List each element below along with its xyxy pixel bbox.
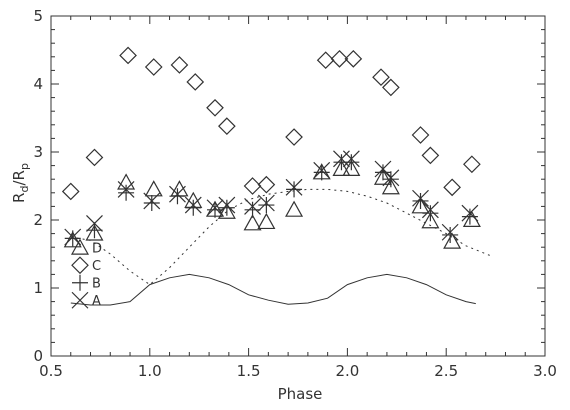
marker-d [184,191,203,208]
x-tick-label: 2.0 [335,362,359,380]
marker-d [342,159,361,176]
marker-c [61,182,80,201]
marker-b [143,195,160,211]
marker-b [442,226,459,243]
marker-d [205,200,225,217]
curves [70,188,490,306]
legend-marker-b [72,274,88,291]
y-tick-label: 4 [33,75,43,93]
marker-c [85,148,104,167]
marker-c [463,155,481,174]
marker-d [170,180,189,197]
x-tick-label: 0.5 [39,362,63,380]
x-tick-label: 2.5 [434,362,458,380]
marker-b [218,199,235,216]
marker-c [421,146,440,165]
marker-d [285,200,304,217]
marker-d [217,202,236,219]
legend-marker-a [71,291,89,309]
marker-b [412,192,429,209]
dotted-curve [70,188,490,286]
plot-border [50,15,546,357]
marker-d [144,180,163,197]
data-markers [61,46,481,249]
marker-c [411,126,430,144]
x-axis-title: Phase [278,385,323,403]
marker-c [243,177,262,195]
solid-curve [70,273,476,306]
y-axis-title-sub1: d [18,186,31,193]
marker-c [218,117,236,136]
marker-d [462,210,481,227]
legend-label-c: C [92,259,101,274]
marker-c [119,46,137,65]
marker-d [312,163,331,180]
legend-marker-d [70,238,90,255]
axis-ticks [50,15,546,357]
marker-b [207,201,224,218]
marker-c [372,68,390,87]
y-axis-title-slash: /R [10,170,28,185]
y-axis-title: Rd/Rp [10,163,31,203]
marker-d [373,168,392,185]
marker-c [186,73,205,91]
marker-d [411,197,430,214]
marker-c [344,49,363,68]
marker-d [243,214,262,231]
marker-b [286,181,303,198]
marker-b [374,164,391,181]
y-tick-label: 2 [33,211,43,229]
marker-d [85,224,104,241]
marker-d [443,232,462,249]
plot-frame [50,15,546,357]
y-tick-label: 3 [33,143,43,161]
marker-d [117,173,136,190]
legend-label-b: B [92,277,101,292]
y-axis-title-base: R [10,193,28,203]
marker-b [118,184,135,201]
marker-c [206,98,224,117]
marker-c [144,58,163,76]
marker-b [258,197,275,214]
marker-c [316,51,335,70]
marker-d [257,212,276,230]
marker-d [63,231,82,248]
marker-c [170,56,189,74]
y-tick-label: 1 [33,279,43,297]
legend-marker-c [71,256,89,275]
marker-d [421,212,440,229]
marker-b [313,164,330,181]
x-tick-label: 3.0 [533,362,557,380]
marker-c [285,128,303,146]
marker-c [257,175,276,194]
x-tick-label: 1.0 [138,362,162,380]
marker-c [382,78,400,97]
marker-c [330,49,349,68]
legend-label-d: D [92,242,102,257]
tick-labels: 0.5 1.0 1.5 2.0 2.5 3.0 0 1 2 3 4 5 [33,7,556,380]
y-axis-title-sub2: p [18,163,31,170]
legend-label-a: A [92,294,101,309]
marker-c [443,178,461,197]
marker-d [332,159,351,176]
x-tick-label: 1.5 [237,362,261,380]
marker-d [381,178,400,195]
y-tick-label: 5 [33,7,43,25]
y-tick-label: 0 [33,347,43,365]
